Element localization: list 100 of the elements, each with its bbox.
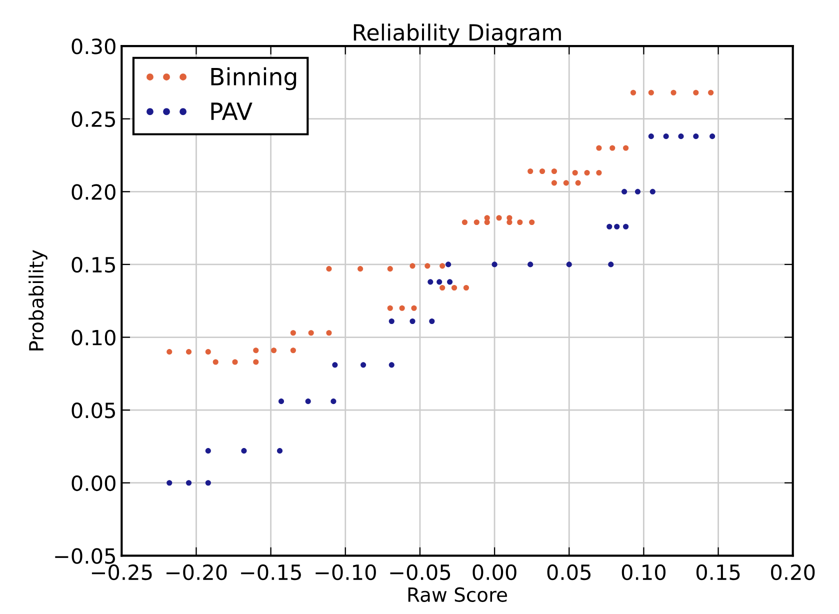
y-tick-label: 0.25 (72, 111, 115, 128)
point (388, 362, 394, 368)
point (205, 349, 211, 355)
x-tick-label: 0.20 (771, 564, 815, 580)
point (623, 145, 629, 151)
point (166, 480, 172, 486)
point (463, 284, 469, 291)
point (205, 480, 211, 486)
y-axis-title: Probability (28, 250, 48, 350)
point (608, 262, 614, 268)
point (610, 145, 616, 151)
legend-label: PAV (211, 102, 252, 120)
x-tick-label: 0.10 (622, 564, 666, 580)
point (622, 188, 628, 194)
point (271, 348, 277, 354)
x-tick-label: −0.05 (390, 564, 450, 580)
point (186, 349, 192, 355)
point (572, 170, 578, 176)
point (606, 224, 612, 230)
point (290, 348, 296, 354)
point (290, 330, 296, 336)
y-tick-label: 0.05 (72, 402, 115, 418)
point (186, 480, 192, 486)
point (332, 362, 338, 368)
point (563, 180, 569, 186)
point (693, 134, 699, 140)
point (663, 134, 669, 140)
point (614, 224, 620, 230)
point (429, 318, 435, 324)
point (436, 279, 442, 285)
x-tick-label: 0.00 (472, 564, 516, 580)
point (566, 262, 572, 268)
point (462, 219, 468, 226)
x-tick-label: −0.20 (166, 564, 227, 580)
point (575, 180, 581, 186)
point (276, 448, 283, 454)
point (446, 262, 452, 268)
point (232, 359, 238, 365)
point (708, 90, 714, 96)
point (308, 330, 314, 336)
x-axis-title: Raw Score (408, 587, 507, 602)
point (517, 219, 523, 226)
point (630, 90, 636, 96)
point (596, 170, 602, 176)
chart-title: Reliability Diagram (354, 24, 561, 46)
point (360, 362, 366, 368)
y-tick-label: 0.10 (72, 330, 116, 346)
point (484, 215, 490, 221)
point (551, 168, 557, 174)
point (410, 318, 416, 324)
point (551, 180, 557, 186)
x-tick-label: −0.25 (92, 564, 152, 580)
point (410, 263, 416, 269)
y-tick-label: 0.30 (72, 38, 116, 54)
point (648, 134, 654, 140)
point (166, 349, 172, 355)
point (492, 262, 498, 268)
point (330, 398, 336, 404)
point (241, 448, 247, 454)
y-tick-label: 0.15 (72, 256, 115, 273)
point (212, 359, 218, 365)
point (399, 305, 405, 311)
point (305, 398, 311, 404)
point (670, 90, 676, 96)
y-tick-label: 0.00 (72, 475, 116, 492)
point (387, 305, 393, 311)
y-tick-label: −0.05 (55, 548, 115, 564)
point (253, 359, 259, 365)
point (440, 284, 446, 291)
point (253, 348, 259, 354)
x-tick-label: 0.15 (696, 564, 740, 580)
x-tick-label: −0.15 (241, 564, 301, 580)
point (584, 170, 590, 176)
legend-label: Binning (211, 67, 296, 90)
point (528, 262, 534, 268)
point (528, 168, 534, 174)
point (596, 145, 602, 151)
y-tick-label: 0.20 (72, 184, 116, 200)
point (678, 134, 684, 140)
point (693, 90, 699, 96)
point (710, 134, 716, 140)
point (451, 284, 458, 291)
point (205, 448, 211, 454)
point (326, 330, 332, 336)
point (447, 279, 453, 285)
point (428, 279, 434, 285)
point (411, 305, 417, 311)
point (634, 188, 641, 194)
point (474, 219, 480, 226)
point (358, 266, 364, 272)
point (539, 168, 546, 174)
point (387, 266, 393, 272)
point (424, 263, 430, 269)
point (278, 398, 284, 404)
point (650, 188, 656, 194)
point (623, 224, 629, 230)
point (529, 219, 535, 226)
point (326, 266, 332, 272)
point (388, 318, 394, 324)
x-tick-label: −0.10 (316, 564, 376, 580)
